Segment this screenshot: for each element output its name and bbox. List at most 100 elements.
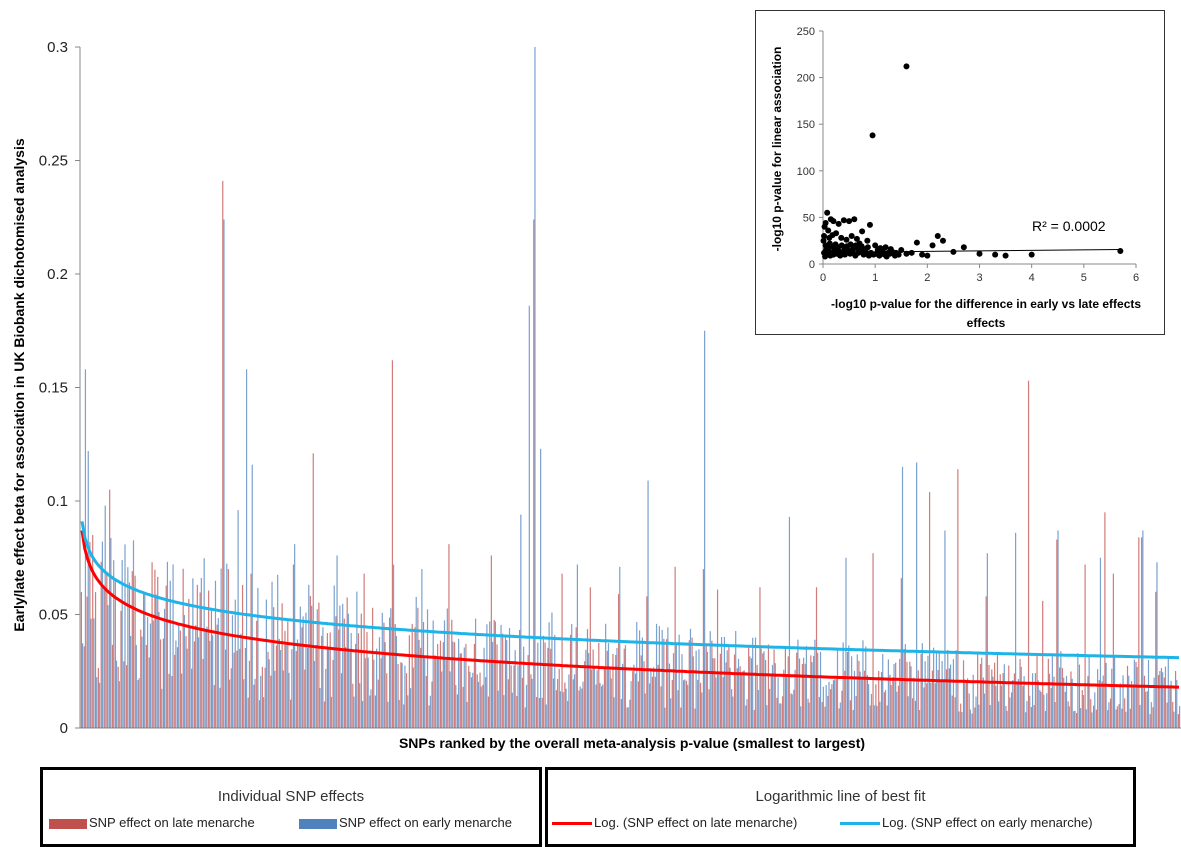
snp-bar [856, 654, 858, 728]
snp-bar [1130, 680, 1133, 728]
snp-bar [1122, 675, 1124, 728]
snp-bar [619, 566, 621, 728]
snp-bar [489, 621, 491, 728]
snp-bar [941, 660, 943, 728]
snp-bar [123, 661, 125, 728]
scatter-point [876, 252, 883, 259]
snp-bar [709, 631, 711, 728]
snp-bar [268, 659, 270, 728]
snp-bar [883, 692, 885, 728]
snp-bar [590, 669, 593, 728]
snp-bar [699, 682, 702, 728]
snp-bar [460, 653, 463, 728]
snp-bar [538, 697, 541, 728]
snp-bar [193, 641, 196, 728]
snp-bar [258, 700, 261, 728]
snp-bar [912, 698, 914, 728]
snp-bar [728, 646, 730, 728]
snp-bar [1135, 661, 1137, 728]
snp-bar [649, 683, 651, 728]
snp-bar [754, 637, 757, 728]
snp-bar [417, 607, 419, 728]
snp-bar [882, 654, 884, 728]
snp-bar [1090, 699, 1092, 728]
snp-bar [613, 697, 615, 728]
snp-bar [612, 653, 614, 728]
snp-bar [924, 661, 926, 728]
snp-bar [554, 634, 556, 728]
snp-bar [711, 640, 713, 728]
snp-bar [448, 544, 450, 728]
snp-bar [175, 640, 177, 728]
snp-bar [1046, 693, 1048, 728]
snp-bar [261, 666, 263, 728]
snp-bar [349, 651, 351, 728]
snp-bar [161, 688, 163, 728]
snp-bar [978, 704, 980, 728]
snp-bar [1143, 675, 1146, 728]
snp-bar [384, 642, 386, 728]
snp-bar [1022, 685, 1024, 728]
snp-bar [779, 703, 781, 728]
snp-bar [572, 679, 574, 728]
snp-bar [824, 706, 826, 728]
snp-bar [805, 645, 807, 728]
snp-bar [277, 574, 279, 728]
snp-bar [759, 587, 761, 728]
snp-bar [873, 705, 875, 728]
scatter-point [924, 252, 931, 259]
snp-bar [168, 673, 170, 728]
snp-bar [994, 662, 996, 728]
snp-bar [1166, 702, 1168, 728]
snp-bar [870, 693, 873, 728]
snp-bar [162, 638, 164, 728]
snp-bar [688, 640, 690, 728]
snp-bar [1138, 537, 1140, 728]
snp-bar [1097, 669, 1099, 728]
snp-bar [921, 643, 923, 728]
snp-bar [208, 590, 210, 728]
snp-bar [899, 658, 901, 728]
snp-bar [1016, 683, 1018, 728]
snp-bar [1121, 708, 1123, 728]
snp-bar [632, 671, 634, 728]
snp-bar [253, 684, 255, 728]
inset-ticks: 0 50 100 150 200 250 0 1 2 3 4 5 6 [797, 26, 1139, 284]
snp-bar [756, 664, 758, 728]
scatter-point [1117, 247, 1124, 254]
snp-bar [267, 651, 269, 728]
log-fit-early-line [80, 521, 1179, 660]
scatter-point [903, 63, 910, 70]
snp-bar [770, 674, 772, 728]
snp-bar [1080, 708, 1082, 728]
snp-bar [393, 564, 395, 728]
scatter-point [869, 132, 876, 139]
snp-bar [483, 647, 485, 728]
snp-bar [541, 697, 543, 728]
snp-bar [749, 656, 751, 728]
snp-bar [961, 712, 963, 728]
snp-bar [653, 667, 655, 728]
snp-bar [548, 622, 550, 728]
snp-bar [1034, 673, 1037, 728]
snp-bar [1104, 512, 1106, 728]
snp-bar [889, 674, 891, 728]
snp-bar [390, 608, 392, 728]
snp-bar [466, 701, 468, 728]
snp-bar [705, 644, 707, 728]
snp-bar [428, 705, 430, 728]
snp-bar [586, 629, 589, 728]
main-y-tick-label: 0 [60, 720, 68, 737]
snp-bar [750, 658, 753, 728]
snp-bar [210, 609, 213, 728]
snp-bar [1087, 676, 1089, 728]
snp-bar [241, 584, 244, 728]
snp-bar [878, 670, 880, 728]
snp-bar [848, 645, 850, 728]
snp-bar [1040, 691, 1042, 728]
snp-bar [90, 618, 92, 728]
snp-bar [757, 689, 759, 728]
snp-bar [766, 705, 768, 728]
snp-bar [1174, 670, 1177, 728]
snp-bar [284, 630, 286, 728]
